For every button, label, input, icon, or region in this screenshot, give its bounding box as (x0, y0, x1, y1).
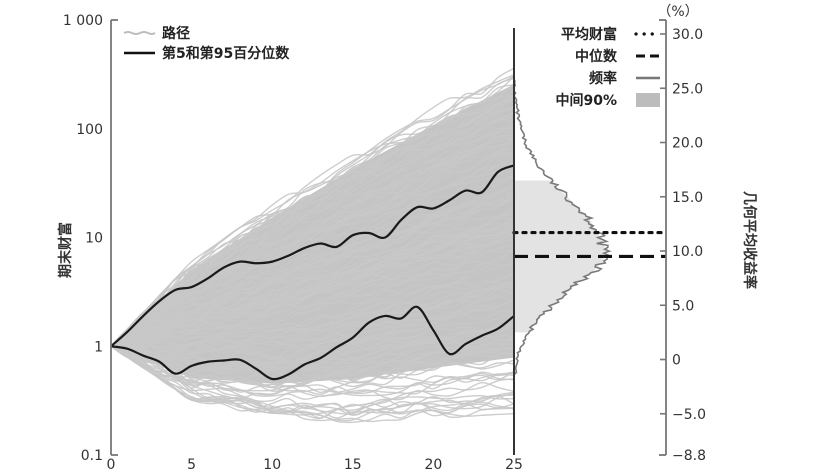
simulated-path (111, 95, 514, 347)
right-y-tick-label: −5.0 (672, 407, 706, 423)
simulated-path (111, 216, 514, 347)
simulated-path (111, 134, 514, 347)
simulated-path (111, 300, 514, 362)
x-tick-label: 0 (107, 457, 116, 472)
simulated-path (111, 345, 514, 384)
right-axis-unit: （%） (657, 4, 698, 20)
simulated-path (111, 126, 514, 347)
simulated-path (111, 250, 514, 350)
simulated-path (111, 279, 514, 354)
simulated-path (111, 232, 514, 351)
legend-label: 平均财富 (561, 26, 617, 43)
percentile-5-line (110, 305, 515, 381)
legend-swatch-middle90 (636, 93, 660, 107)
frequency-line (513, 77, 612, 375)
simulated-path (111, 345, 514, 395)
simulated-path (111, 345, 514, 383)
x-tick-label: 15 (344, 457, 362, 472)
right-y-axis-title-text: 几何平均收益率 (741, 191, 758, 289)
x-tick-label: 25 (505, 457, 523, 472)
simulated-path (111, 244, 514, 350)
legend-label: 中位数 (575, 48, 618, 65)
right-y-tick-label: 25.0 (672, 81, 703, 97)
simulated-path (111, 345, 514, 401)
simulated-path (111, 345, 514, 389)
simulated-path (111, 106, 514, 347)
right-y-tick-label: −8.8 (672, 448, 706, 464)
left-y-tick-label: 0.1 (81, 448, 103, 464)
legend-label: 路径 (162, 25, 190, 42)
right-y-tick-label: 0 (672, 353, 681, 369)
simulated-path (111, 334, 514, 374)
left-y-tick-label: 1 (94, 339, 103, 355)
simulated-path (111, 187, 514, 347)
simulated-path (111, 163, 514, 347)
simulated-path (111, 271, 514, 352)
simulated-path (111, 321, 514, 371)
axes: 1 000 100 10 1 0.1 0 5 10 15 20 25 30.0 25.0 20.0 15.0… (57, 4, 758, 472)
simulated-path (111, 345, 514, 424)
simulated-path (111, 140, 514, 347)
simulated-path (111, 222, 514, 347)
legend-label: 第5和第95百分位数 (162, 45, 290, 62)
simulated-path (111, 136, 514, 347)
x-tick-label: 10 (263, 457, 281, 472)
x-tick-label: 5 (187, 457, 196, 472)
x-tick-label: 20 (424, 457, 442, 472)
simulated-path (111, 275, 514, 355)
return-distribution (512, 77, 668, 375)
percentile-lines (110, 164, 515, 381)
simulated-path (111, 345, 514, 416)
left-y-tick-label: 1 000 (63, 13, 103, 29)
simulated-path (111, 95, 514, 347)
right-y-tick-label: 10.0 (672, 244, 703, 260)
legend-label: 中间90% (555, 92, 617, 109)
right-y-axis-title: 几何平均收益率 (741, 191, 758, 289)
simulated-path (111, 192, 514, 347)
right-y-tick-label: 5.0 (672, 298, 694, 314)
simulated-path (111, 197, 514, 347)
left-y-tick-label: 100 (76, 122, 103, 138)
legend-swatch-paths (123, 31, 156, 35)
simulated-path (111, 106, 514, 347)
simulated-path (111, 288, 514, 361)
simulated-path (111, 345, 514, 392)
simulated-path (111, 345, 514, 398)
right-y-tick-label: 15.0 (672, 190, 703, 206)
right-y-tick-label: 20.0 (672, 136, 703, 152)
left-y-tick-label: 10 (85, 231, 103, 247)
simulated-path (111, 97, 514, 347)
right-y-tick-label: 30.0 (672, 27, 703, 43)
simulated-path (111, 336, 514, 376)
legend-label: 频率 (589, 70, 617, 87)
left-y-axis-title: 期末财富 (57, 222, 74, 278)
simulated-path (111, 345, 514, 403)
simulated-path (111, 213, 514, 349)
simulated-path (111, 186, 514, 347)
left-y-axis-title-text: 期末财富 (57, 222, 74, 278)
simulated-path (111, 299, 514, 364)
percentile-95-line (110, 164, 515, 348)
simulated-path (111, 232, 514, 351)
